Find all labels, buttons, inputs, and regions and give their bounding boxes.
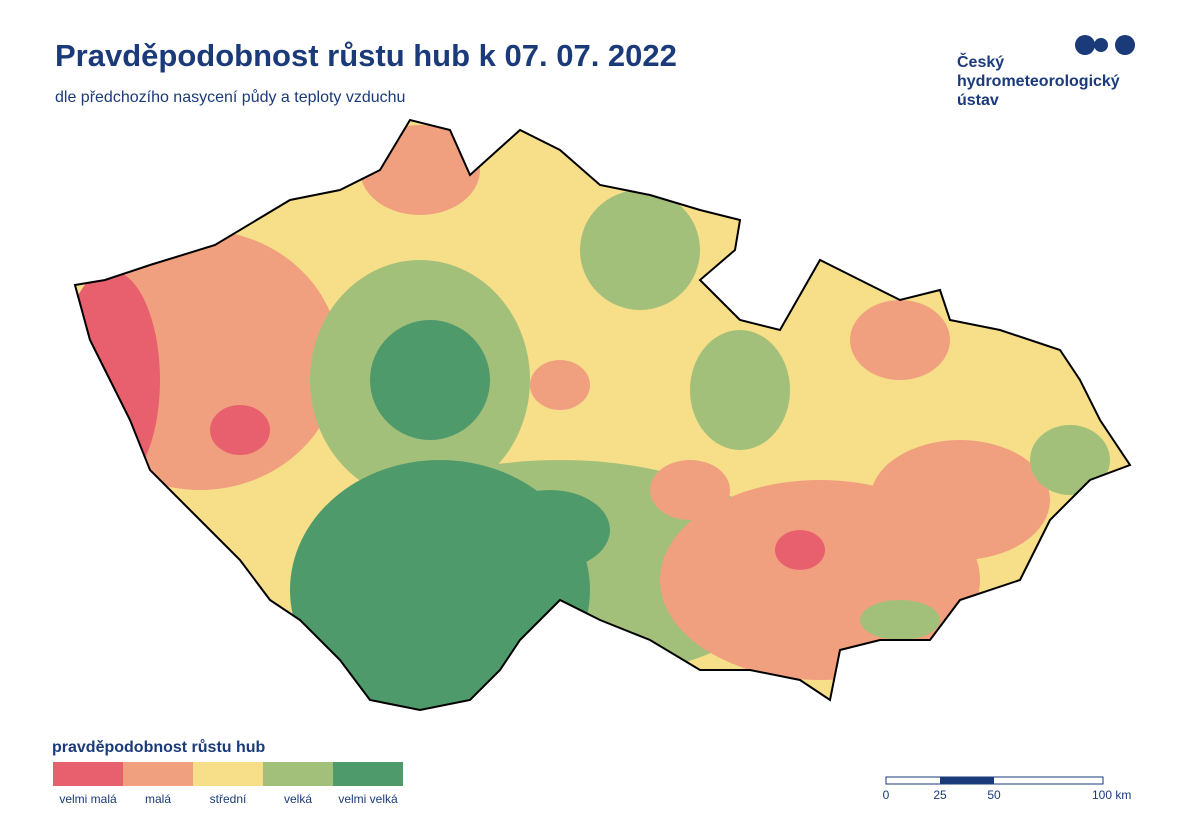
map-area [860, 600, 940, 640]
legend-label: střední [210, 792, 247, 806]
legend-label: velmi velká [338, 792, 398, 806]
logo-text: hydrometeorologický [957, 73, 1120, 90]
legend-label: velmi malá [59, 792, 117, 806]
map-area [870, 440, 1050, 560]
legend-swatch [333, 762, 403, 786]
title: Pravděpodobnost růstu hub k 07. 07. 2022 [55, 38, 677, 73]
map-area [850, 300, 950, 380]
logo-dot [1115, 35, 1135, 55]
legend-label: velká [284, 792, 312, 806]
map-area [1030, 425, 1110, 495]
scale-segment [940, 777, 994, 784]
scale-label: 50 [987, 788, 1001, 802]
legend-label: malá [145, 792, 171, 806]
scale-label: 100 km [1092, 788, 1131, 802]
logo-text: ústav [957, 92, 999, 109]
scale-label: 0 [883, 788, 890, 802]
map-area [490, 490, 610, 570]
legend-swatch [193, 762, 263, 786]
scale-segment [885, 776, 1104, 785]
map-area [580, 190, 700, 310]
map [75, 120, 1130, 710]
logo: Český hydrometeorologický ústav [957, 35, 1135, 109]
legend-swatch [53, 762, 123, 786]
map-area [210, 405, 270, 455]
map-area [775, 530, 825, 570]
map-area [530, 360, 590, 410]
scale-label: 25 [933, 788, 947, 802]
logo-dot [1094, 38, 1108, 52]
legend: velmi malá malá střední velká velmi velká [53, 762, 403, 806]
legend-swatch [263, 762, 333, 786]
logo-dot [1075, 35, 1095, 55]
legend-swatch [123, 762, 193, 786]
map-area [650, 460, 730, 520]
subtitle: dle předchozího nasycení půdy a teploty … [55, 88, 405, 106]
map-area [370, 320, 490, 440]
scale-bar: 0 25 50 100 km [883, 776, 1131, 802]
map-area [690, 330, 790, 450]
logo-text: Český [957, 52, 1004, 71]
legend-title: pravděpodobnost růstu hub [52, 739, 266, 756]
